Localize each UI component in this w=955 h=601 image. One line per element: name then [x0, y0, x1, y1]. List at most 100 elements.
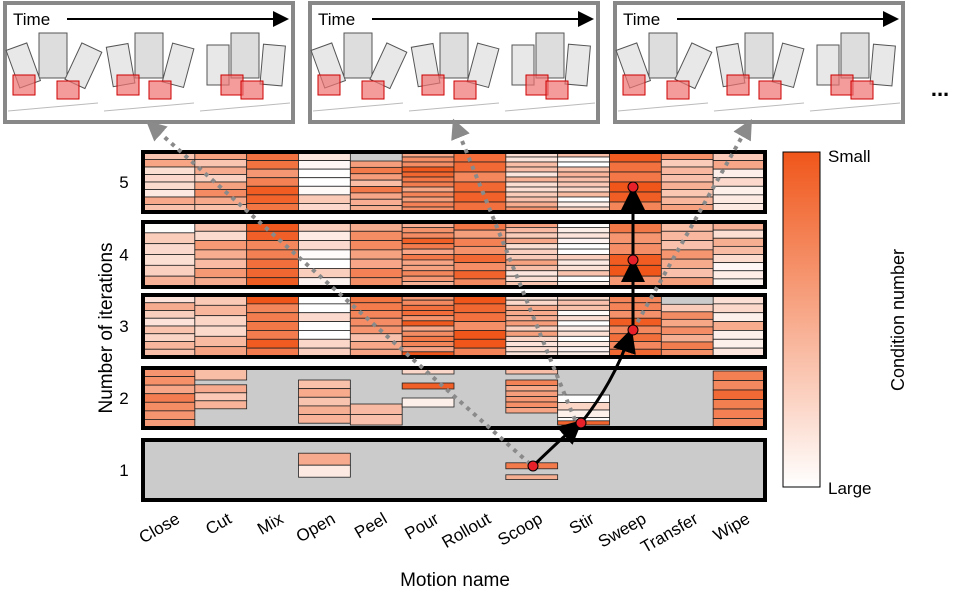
cell — [194, 304, 248, 317]
cell — [712, 245, 766, 255]
cell — [505, 325, 559, 332]
cell — [298, 464, 351, 478]
floor — [713, 102, 805, 112]
robot-body — [38, 32, 68, 79]
row-frame — [141, 150, 767, 214]
cell — [712, 338, 766, 349]
cell — [349, 268, 403, 279]
cell — [505, 474, 559, 480]
cell — [298, 405, 351, 415]
cell — [194, 268, 248, 279]
cell — [557, 196, 610, 203]
cell — [712, 312, 766, 322]
cell — [453, 312, 507, 322]
cell — [557, 161, 610, 168]
x-tick-label: Mix — [254, 509, 287, 539]
cell — [505, 186, 559, 193]
cell — [246, 321, 299, 331]
cell — [349, 258, 403, 269]
panel-time-label: Time — [623, 10, 660, 29]
ellipsoid — [56, 80, 80, 100]
cell — [557, 227, 610, 234]
cell — [557, 330, 610, 337]
cell — [557, 310, 610, 317]
cell — [712, 303, 766, 314]
point — [627, 324, 639, 336]
cell — [142, 410, 196, 420]
cell — [557, 315, 610, 322]
cell — [142, 189, 196, 198]
cell — [142, 196, 196, 205]
cell — [712, 254, 766, 264]
cell — [401, 191, 455, 198]
cell — [660, 268, 714, 279]
point — [575, 417, 587, 429]
cell — [557, 259, 610, 266]
ellipsoid — [12, 74, 36, 96]
cell — [349, 403, 403, 415]
cell — [660, 311, 714, 320]
x-tick-label: Wipe — [710, 509, 753, 545]
cell — [142, 302, 196, 311]
cell — [401, 196, 455, 203]
robot-body — [439, 32, 469, 79]
cell — [453, 254, 507, 264]
cell — [557, 243, 610, 250]
cell — [505, 259, 559, 266]
cell — [557, 156, 610, 163]
cell — [453, 191, 507, 203]
cell — [453, 171, 507, 183]
cell — [401, 264, 455, 272]
cell — [194, 159, 248, 168]
cell — [505, 299, 559, 306]
cell — [349, 186, 403, 194]
cell — [712, 270, 766, 280]
cell — [298, 168, 351, 179]
cell — [453, 303, 507, 314]
cell — [298, 414, 351, 424]
robot-arm — [466, 42, 500, 89]
cell — [505, 396, 559, 403]
cell — [712, 262, 766, 272]
cell — [401, 304, 455, 311]
ellipsoid — [726, 74, 750, 96]
ellipsoid — [361, 80, 385, 100]
colorbar-top: Small — [828, 147, 871, 166]
trajectory — [531, 420, 583, 468]
cell — [298, 321, 351, 331]
ellipsoid — [830, 74, 854, 96]
x-tick-label: Rollout — [439, 509, 495, 552]
cell — [401, 171, 455, 178]
cell — [401, 181, 455, 188]
cell — [505, 176, 559, 183]
cell — [246, 249, 299, 260]
cell — [298, 330, 351, 340]
cell — [712, 237, 766, 247]
cell — [298, 268, 351, 279]
cell — [557, 341, 610, 348]
cell — [298, 312, 351, 322]
panel-time-label: Time — [318, 10, 355, 29]
floor — [7, 102, 99, 112]
robot-body — [230, 32, 260, 79]
colorbar — [782, 151, 821, 488]
floor — [617, 102, 709, 112]
cell — [349, 192, 403, 200]
cell — [505, 156, 559, 163]
point — [627, 254, 639, 266]
cell — [557, 270, 610, 277]
cell — [557, 248, 610, 255]
ellipsoid — [220, 74, 244, 96]
x-tick-label: Scoop — [495, 509, 546, 550]
row-frame — [141, 293, 767, 359]
cell — [142, 317, 196, 327]
cell — [401, 270, 455, 277]
y-tick-label: 2 — [119, 389, 128, 408]
cell — [557, 299, 610, 306]
cell — [246, 268, 299, 279]
cell — [453, 338, 507, 349]
cell — [505, 275, 559, 282]
cell — [142, 384, 196, 395]
cell — [142, 243, 196, 255]
